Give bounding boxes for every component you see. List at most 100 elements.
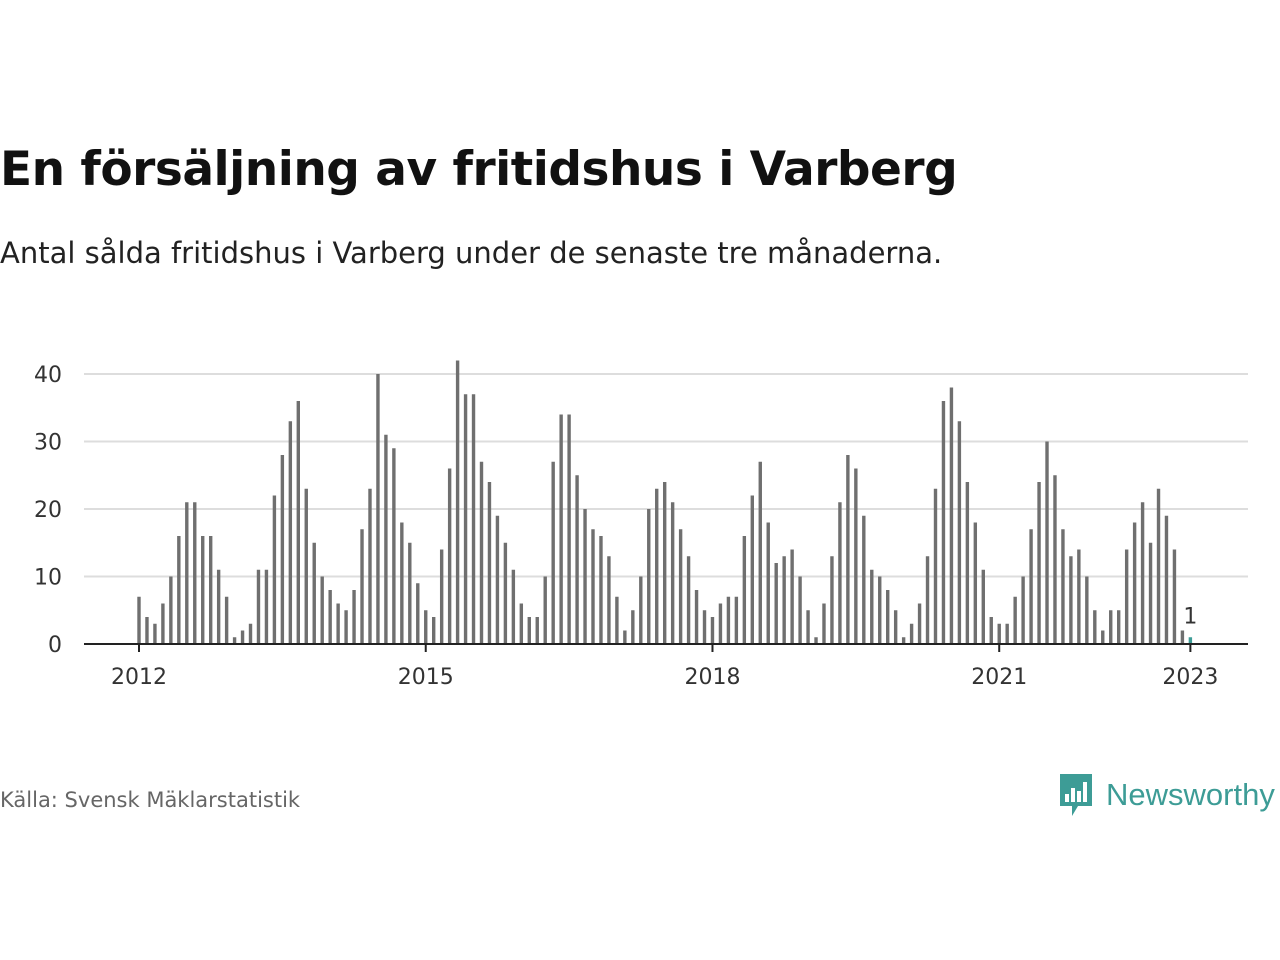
bar	[965, 482, 970, 644]
bar	[392, 448, 396, 644]
bar	[623, 630, 627, 644]
bar	[893, 610, 898, 644]
x-tick-label: 2012	[111, 665, 167, 690]
bar	[862, 515, 866, 644]
bar	[368, 488, 372, 644]
bar	[925, 556, 930, 644]
bar	[750, 495, 754, 644]
bar	[1085, 576, 1089, 644]
bar	[280, 455, 285, 644]
bar	[471, 394, 476, 644]
bar	[989, 617, 993, 644]
tick-labels: 0 10 20 30 40 1 2012 2015 2018 2021 2023	[34, 363, 1218, 690]
bar	[161, 603, 165, 644]
bar	[320, 576, 324, 644]
bar	[686, 556, 691, 644]
bar	[352, 590, 356, 644]
x-tick-label: 2023	[1162, 665, 1218, 690]
bar	[886, 590, 890, 644]
bar-highlight	[1188, 637, 1193, 644]
bar	[846, 455, 850, 644]
bar	[901, 637, 906, 644]
bar	[248, 623, 253, 644]
bar	[1172, 549, 1177, 644]
bar	[766, 522, 770, 644]
bar	[1005, 623, 1009, 644]
bar	[1077, 549, 1081, 644]
bar	[455, 360, 460, 644]
bar	[949, 387, 954, 644]
bar	[185, 502, 189, 644]
bar	[591, 529, 595, 644]
bar	[463, 394, 468, 644]
bar	[535, 617, 539, 644]
bar	[336, 603, 340, 644]
bar	[734, 596, 739, 644]
bar	[1021, 576, 1025, 644]
bar	[527, 617, 531, 644]
bar	[655, 488, 659, 644]
bar	[408, 542, 412, 644]
bar	[870, 569, 874, 644]
bar	[1116, 610, 1121, 644]
bar	[575, 475, 579, 644]
bar	[439, 549, 444, 644]
bar	[878, 576, 882, 644]
bar	[639, 576, 643, 644]
x-tick-label: 2018	[684, 665, 740, 690]
bar	[822, 603, 826, 644]
bar	[647, 509, 651, 644]
bar	[1140, 502, 1145, 644]
bar-chart: 0 10 20 30 40 1 2012 2015 2018 2021 2023	[34, 360, 1248, 690]
bar	[567, 414, 571, 644]
bar	[288, 421, 293, 644]
bar	[726, 596, 731, 644]
bar	[973, 522, 978, 644]
bar	[830, 556, 834, 644]
source-note: Källa: Svensk Mäklarstatistik	[0, 788, 301, 812]
bar	[941, 401, 946, 644]
newsworthy-logo-icon	[1060, 774, 1092, 816]
bar	[256, 569, 261, 644]
bar	[662, 482, 667, 644]
bar	[224, 596, 229, 644]
bar	[1180, 630, 1185, 644]
y-tick-label: 30	[34, 431, 62, 456]
bar	[742, 536, 747, 644]
bar	[957, 421, 962, 644]
bar	[447, 468, 452, 644]
bar	[1109, 610, 1113, 644]
bar	[137, 596, 141, 644]
y-tick-label: 10	[34, 566, 62, 591]
data-label: 1	[1183, 604, 1197, 629]
bar	[551, 461, 555, 644]
bar	[559, 414, 563, 644]
bar	[304, 488, 308, 644]
bar	[710, 617, 715, 644]
bar	[1029, 529, 1033, 644]
bar	[838, 502, 842, 644]
bar	[1164, 515, 1169, 644]
bar	[232, 637, 237, 644]
bar	[503, 542, 508, 644]
bar	[376, 374, 380, 644]
bar	[917, 603, 922, 644]
bar	[312, 542, 316, 644]
chart-subtitle: Antal sålda fritidshus i Varberg under d…	[0, 236, 943, 270]
bar	[774, 563, 778, 644]
bar	[344, 610, 348, 644]
y-tick-label: 40	[34, 363, 62, 388]
bar	[264, 569, 269, 644]
bar	[1037, 482, 1041, 644]
bar	[806, 610, 810, 644]
bar	[1093, 610, 1097, 644]
bar	[487, 482, 492, 644]
bar	[854, 468, 858, 644]
bar	[997, 623, 1001, 644]
bar	[782, 556, 786, 644]
bar	[631, 610, 635, 644]
bar	[758, 461, 762, 644]
bars	[137, 360, 1193, 644]
bar	[1156, 488, 1161, 644]
brand-logo[interactable]: Newsworthy	[1058, 772, 1275, 818]
